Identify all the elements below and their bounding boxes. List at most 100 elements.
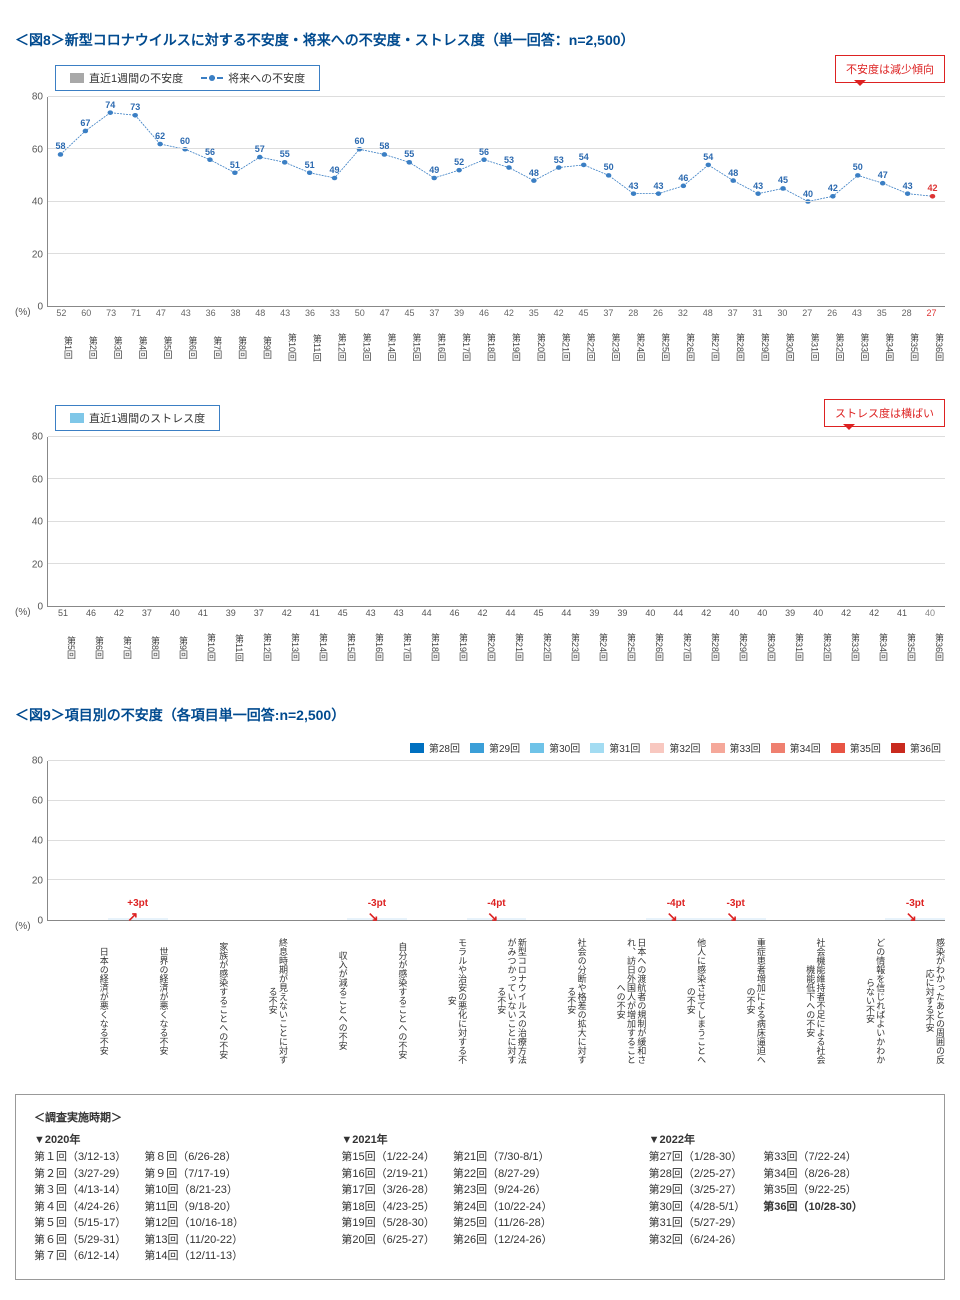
date-entry: 第16回（2/19-21） [341, 1166, 435, 1183]
date-entry: 第19回（5/28-30） [341, 1215, 435, 1232]
bar-value-label: 47 [374, 308, 396, 318]
bar-value-label: 42 [694, 608, 719, 618]
x-label: 第30回 [771, 320, 794, 375]
bar-value-label: 33 [324, 308, 346, 318]
line-value-label: 56 [479, 147, 489, 157]
x-label: 第32回 [805, 620, 831, 675]
bar-value-label: 45 [330, 608, 355, 618]
date-entry: 第６回（5/29-31） [34, 1232, 126, 1249]
x-label: 第20回 [522, 320, 545, 375]
year-heading: ▼2021年 [341, 1131, 618, 1147]
x-label: 第28回 [721, 320, 744, 375]
change-annotation: +3pt↗ [127, 898, 148, 925]
x-label: 第4回 [124, 320, 147, 375]
line-value-label: 56 [205, 147, 215, 157]
x-label: 第12回 [245, 620, 271, 675]
category-label: 日本の経済が悪くなる不安 [49, 934, 109, 1064]
line-value-label: 48 [529, 168, 539, 178]
bar-value-label: 44 [666, 608, 691, 618]
x-label: 第18回 [472, 320, 495, 375]
y-tick: 40 [32, 197, 43, 208]
x-label: 第15回 [329, 620, 355, 675]
year-heading: ▼2022年 [649, 1131, 926, 1147]
category-label: 社会の分断や格差の拡大に対する不安 [527, 934, 587, 1064]
dates-title: ＜調査実施時期＞ [34, 1109, 926, 1125]
change-annotation: -3pt↘ [368, 898, 386, 925]
y-tick: 20 [32, 249, 43, 260]
bar-value-label: 43 [358, 608, 383, 618]
fig8-top-chart: 直近1週間の不安度 将来への不安度 不安度は減少傾向 020406080 526… [15, 65, 945, 375]
date-entry: 第３回（4/13-14） [34, 1182, 126, 1199]
date-entry: 第13回（11/20-22） [144, 1232, 244, 1249]
line-value-label: 47 [878, 170, 888, 180]
bar-value-label: 28 [622, 308, 644, 318]
line-value-label: 67 [80, 118, 90, 128]
bar-value-label: 46 [79, 608, 104, 618]
line-value-label: 43 [629, 181, 639, 191]
year-block: ▼2021年第15回（1/22-24）第16回（2/19-21）第17回（3/2… [341, 1131, 618, 1265]
bar-value-label: 44 [554, 608, 579, 618]
x-label: 第15回 [397, 320, 420, 375]
y-tick: 20 [32, 559, 43, 570]
x-label: 第13回 [273, 620, 299, 675]
category-label: 感染がわかったあとの周囲の反応に対する不安 [885, 934, 945, 1064]
date-entry: 第26回（12/24-26） [453, 1232, 553, 1249]
line-value-label: 74 [105, 100, 115, 110]
date-entry: 第15回（1/22-24） [341, 1149, 435, 1166]
x-label: 第14回 [373, 320, 396, 375]
x-label: 第14回 [301, 620, 327, 675]
bar-value-label: 45 [399, 308, 421, 318]
bar-value-label: 52 [51, 308, 73, 318]
bar-value-label: 37 [135, 608, 160, 618]
line-value-label: 43 [753, 181, 763, 191]
category-label: 終息時期が見えないことに対する不安 [228, 934, 288, 1064]
line-value-label: 45 [778, 175, 788, 185]
x-label: 第9回 [248, 320, 271, 375]
bar-value-label: 41 [302, 608, 327, 618]
category-label: 自分が感染することへの不安 [348, 934, 408, 1064]
y-tick: 40 [32, 517, 43, 528]
category-label: 収入が減ることへの不安 [288, 934, 348, 1064]
change-annotation: -3pt↘ [726, 898, 744, 925]
y-tick: 80 [32, 756, 43, 767]
line-value-label: 58 [379, 141, 389, 151]
y-tick: 0 [37, 916, 43, 927]
bar-value-label: 32 [672, 308, 694, 318]
bar-value-label: 48 [697, 308, 719, 318]
line-value-label: 55 [280, 149, 290, 159]
fig8-top-legend: 直近1週間の不安度 将来への不安度 [55, 65, 320, 91]
line-value-label: 54 [703, 152, 713, 162]
change-annotation: -4pt↘ [487, 898, 505, 925]
x-label: 第18回 [413, 620, 439, 675]
date-entry: 第５回（5/15-17） [34, 1215, 126, 1232]
x-label: 第26回 [671, 320, 694, 375]
category-label: 社会機能維持者不足による社会機能低下への不安 [766, 934, 826, 1064]
line-value-label: 40 [803, 189, 813, 199]
line-value-label: 51 [230, 160, 240, 170]
line-value-label: 57 [255, 144, 265, 154]
bar-value-label: 40 [163, 608, 188, 618]
bar-value-label: 39 [610, 608, 635, 618]
x-label: 第24回 [621, 320, 644, 375]
date-entry: 第35回（9/22-25） [763, 1182, 863, 1199]
x-label: 第13回 [348, 320, 371, 375]
x-label: 第6回 [77, 620, 103, 675]
legend-bar-label: 直近1週間のストレス度 [89, 410, 205, 426]
bar-value-label: 42 [834, 608, 859, 618]
bar-value-label: 60 [75, 308, 97, 318]
date-entry: 第23回（9/24-26） [453, 1182, 553, 1199]
legend-item: 第36回 [891, 740, 941, 755]
pct-label: (%) [15, 921, 945, 932]
y-tick: 60 [32, 796, 43, 807]
date-entry: 第33回（7/22-24） [763, 1149, 863, 1166]
fig8-top-callout: 不安度は減少傾向 [835, 55, 945, 83]
y-tick: 60 [32, 474, 43, 485]
x-label: 第32回 [821, 320, 844, 375]
x-label: 第22回 [525, 620, 551, 675]
bar-value-label: 35 [523, 308, 545, 318]
change-annotation: -4pt↘ [667, 898, 685, 925]
x-label: 第10回 [189, 620, 215, 675]
bar-value-label: 26 [821, 308, 843, 318]
x-label: 第36回 [917, 620, 943, 675]
legend-item: 第31回 [590, 740, 640, 755]
